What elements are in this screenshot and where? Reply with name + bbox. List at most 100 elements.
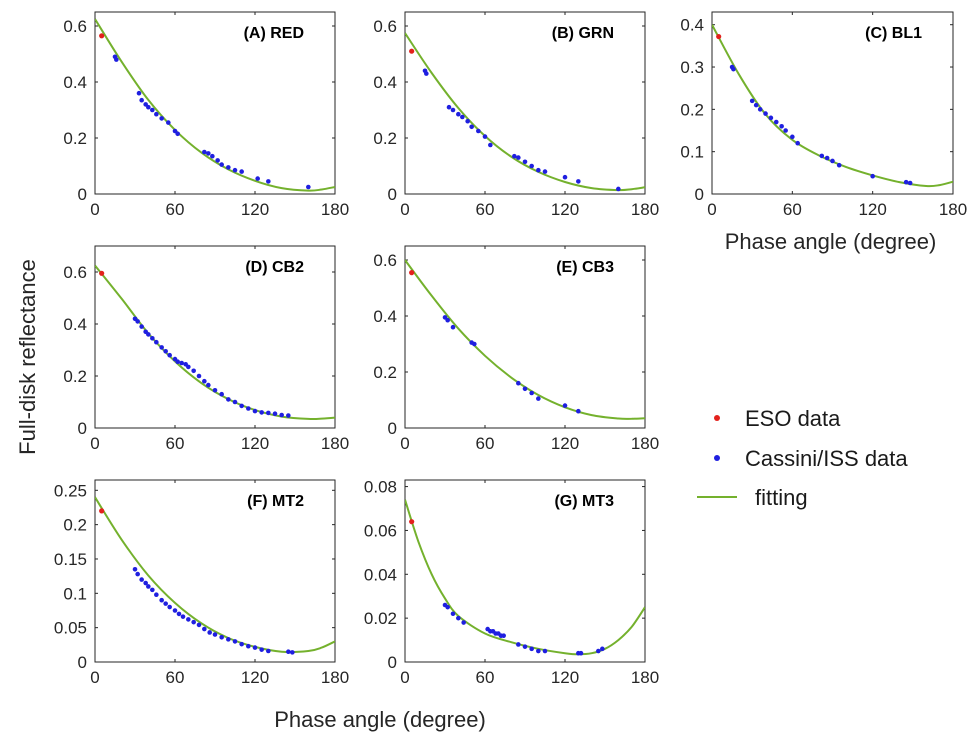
cassini-point <box>783 128 788 133</box>
cassini-point <box>210 153 215 159</box>
y-tick-label: 0.4 <box>680 16 704 35</box>
cassini-point <box>488 142 493 148</box>
cassini-point <box>226 165 231 170</box>
y-tick-label: 0 <box>78 419 87 438</box>
cassini-point <box>232 167 238 173</box>
cassini-point <box>903 179 909 185</box>
chart-panel: 0 60 120 180 0 0.2 0.4 0.6 (A) RED <box>63 11 349 219</box>
cassini-point <box>180 614 186 619</box>
cassini-point <box>836 162 842 168</box>
panel-x-axis-label: Phase angle (degree) <box>725 229 937 254</box>
cassini-point <box>476 128 481 134</box>
x-tick-label: 0 <box>400 200 409 219</box>
cassini-point <box>176 611 182 617</box>
cassini-point <box>163 601 168 606</box>
y-tick-label: 0.2 <box>63 367 87 386</box>
y-axis-label: Full-disk reflectance <box>15 259 40 455</box>
cassini-point <box>456 615 461 621</box>
eso-point <box>716 33 722 40</box>
cassini-point <box>461 620 466 625</box>
cassini-point <box>135 319 140 324</box>
y-tick-label: 0.1 <box>680 143 704 162</box>
eso-point <box>99 508 105 514</box>
x-tick-label: 0 <box>90 200 99 219</box>
chart-panel: 0 60 120 180 0 0.1 0.2 0.3 0.4 (C) BL1 Phase angle… <box>680 11 967 254</box>
cassini-point <box>542 648 548 654</box>
cassini-point <box>226 637 231 642</box>
cassini-point <box>536 167 541 173</box>
y-tick-label: 0.25 <box>54 481 87 500</box>
cassini-point <box>529 163 534 169</box>
y-tick-label: 0.02 <box>364 609 397 628</box>
y-tick-label: 0.04 <box>364 565 397 584</box>
x-tick-label: 120 <box>241 434 269 453</box>
x-tick-label: 60 <box>783 200 802 219</box>
y-tick-label: 0.05 <box>54 619 87 638</box>
cassini-point <box>768 115 774 121</box>
cassini-point <box>232 639 238 644</box>
cassini-point <box>512 153 517 159</box>
cassini-point <box>259 647 264 652</box>
y-tick-label: 0.6 <box>373 251 397 270</box>
eso-point <box>99 33 105 39</box>
cassini-point <box>159 116 164 121</box>
chart-panel: 0 60 120 180 0 0.05 0.1 0.15 0.2 0.25 (F) MT2 <box>54 479 349 687</box>
cassini-point <box>139 324 144 329</box>
y-tick-label: 0.4 <box>373 307 397 326</box>
plot-frame <box>94 245 336 429</box>
cassini-point <box>232 399 238 405</box>
cassini-point <box>150 587 155 593</box>
panel-label: (C) BL1 <box>865 25 922 42</box>
cassini-point <box>226 397 231 402</box>
cassini-point <box>179 360 184 366</box>
cassini-point <box>246 406 251 411</box>
cassini-point <box>139 577 144 582</box>
cassini-point <box>219 634 224 640</box>
x-tick-label: 60 <box>476 200 495 219</box>
cassini-point <box>167 352 172 358</box>
cassini-point <box>465 118 470 124</box>
cassini-point <box>196 373 202 379</box>
plot-frame <box>404 479 646 663</box>
cassini-point <box>207 630 212 635</box>
cassini-point <box>795 140 800 146</box>
y-tick-label: 0 <box>78 185 87 204</box>
cassini-point <box>202 149 207 155</box>
x-tick-label: 120 <box>551 200 579 219</box>
cassini-point <box>779 123 784 129</box>
y-tick-label: 0 <box>388 185 397 204</box>
cassini-point <box>202 378 207 384</box>
cassini-point <box>215 158 220 163</box>
cassini-point <box>166 120 171 125</box>
cassini-point <box>529 646 534 652</box>
cassini-point <box>255 176 260 181</box>
legend-label-eso: ESO data <box>745 406 841 431</box>
cassini-point <box>576 179 581 184</box>
cassini-point <box>219 391 224 397</box>
y-tick-label: 0.2 <box>373 363 397 382</box>
cassini-point <box>186 364 191 370</box>
cassini-point <box>522 644 528 649</box>
cassini-point <box>163 349 168 354</box>
cassini-point <box>522 159 528 165</box>
y-tick-label: 0.3 <box>680 58 704 77</box>
x-tick-label: 60 <box>476 668 495 687</box>
cassini-point <box>114 57 119 62</box>
x-tick-label: 0 <box>707 200 716 219</box>
chart-panel: 0 60 120 180 0 0.2 0.4 0.6 (D) CB2 <box>63 245 349 453</box>
cassini-point <box>522 386 528 392</box>
chart-panel: 0 60 120 180 0 0.02 0.04 0.06 0.08 (G) MT3 <box>364 478 659 687</box>
cassini-point <box>516 155 521 160</box>
cassini-point <box>239 641 244 647</box>
panel-label: (D) CB2 <box>245 259 304 276</box>
cassini-point <box>562 174 568 180</box>
eso-point <box>409 270 415 276</box>
cassini-point <box>819 153 825 159</box>
y-tick-label: 0.15 <box>54 550 87 569</box>
eso-point <box>409 519 415 525</box>
cassini-point <box>456 111 461 117</box>
cassini-point <box>252 408 258 414</box>
cassini-point <box>536 648 541 654</box>
cassini-point <box>824 155 830 161</box>
